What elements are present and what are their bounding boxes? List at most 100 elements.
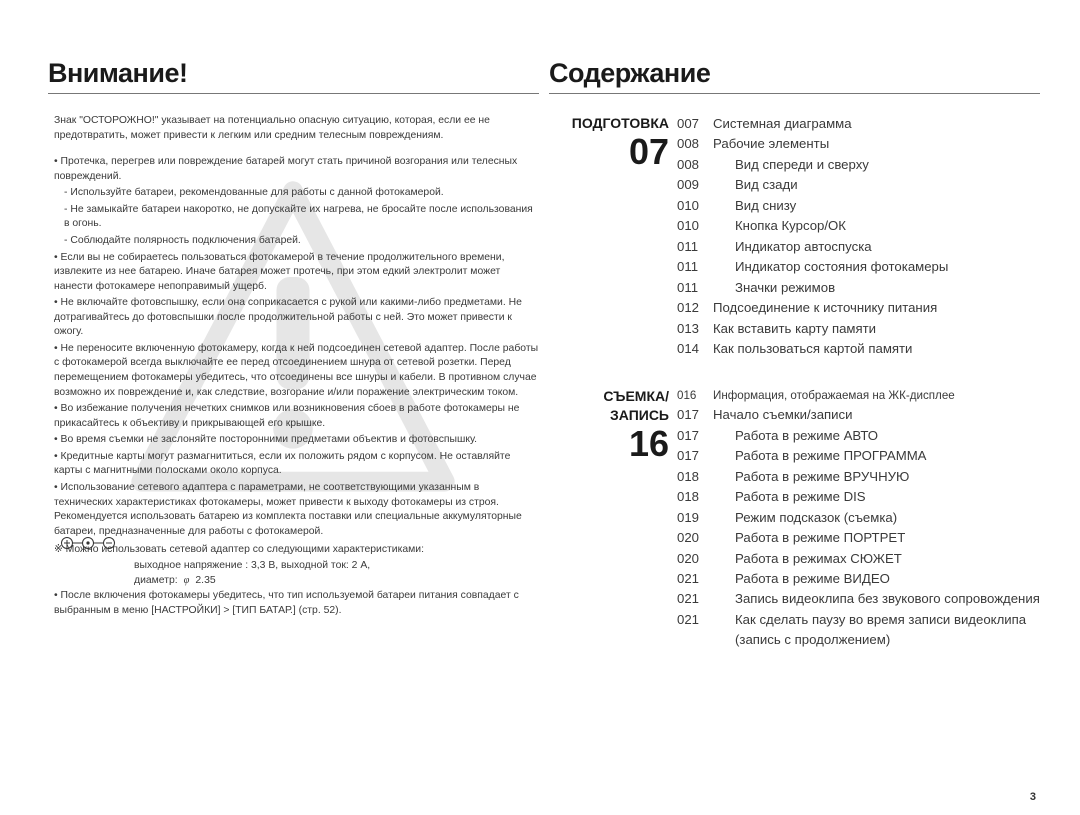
bullet-item: • Использование сетевого адаптера с пара… [54, 481, 539, 539]
spec-diameter-label: диаметр: [134, 573, 178, 589]
toc-page: 010 [677, 196, 713, 216]
toc-section-2: СЪЕМКА/ ЗАПИСЬ 16 016Информация, отображ… [549, 387, 1040, 650]
toc-text: Как вставить карту памяти [713, 319, 1040, 339]
toc-page: 017 [677, 426, 713, 446]
toc-page: 009 [677, 175, 713, 195]
toc-section-title: ПОДГОТОВКА [549, 114, 669, 132]
toc-text: Индикатор автоспуска [713, 237, 1040, 257]
bullet-item: • Не переносите включенную фотокамеру, к… [54, 342, 539, 400]
toc-row: 014Как пользоваться картой памяти [677, 339, 1040, 359]
toc-text: Работа в режиме ВРУЧНУЮ [713, 467, 1040, 487]
toc-row: 017Начало съемки/записи [677, 405, 1040, 425]
left-column: Внимание! Знак "ОСТОРОЖНО!" указывает на… [48, 58, 539, 679]
toc-text: Работа в режимах СЮЖЕТ [713, 549, 1040, 569]
toc-row: 017Работа в режиме ПРОГРАММА [677, 446, 1040, 466]
toc-text: Вид снизу [713, 196, 1040, 216]
toc-section-label: СЪЕМКА/ ЗАПИСЬ 16 [549, 387, 677, 650]
note-text: ※ Можно использовать сетевой адаптер со … [54, 543, 539, 558]
toc-page: 018 [677, 467, 713, 487]
toc-text: Вид сзади [713, 175, 1040, 195]
right-column: Содержание ПОДГОТОВКА 07 007Системная ди… [549, 58, 1040, 679]
toc-page: 007 [677, 114, 713, 134]
toc-page: 014 [677, 339, 713, 359]
bullet-item: • Протечка, перегрев или повреждение бат… [54, 155, 539, 184]
toc-row: 018Работа в режиме ВРУЧНУЮ [677, 467, 1040, 487]
toc-section-1: ПОДГОТОВКА 07 007Системная диаграмма008Р… [549, 114, 1040, 359]
bullet-sub: - Не замыкайте батареи накоротко, не доп… [54, 203, 539, 232]
bullet-item: • Не включайте фотовспышку, если она соп… [54, 296, 539, 340]
toc-page: 017 [677, 405, 713, 425]
intro-text: Знак "ОСТОРОЖНО!" указывает на потенциал… [48, 114, 539, 143]
toc-row: 021Как сделать паузу во время записи вид… [677, 610, 1040, 651]
toc-row: 013Как вставить карту памяти [677, 319, 1040, 339]
toc-row: 008Рабочие элементы [677, 134, 1040, 154]
toc-section-label: ПОДГОТОВКА 07 [549, 114, 677, 359]
toc-section-title: СЪЕМКА/ [549, 387, 669, 405]
toc-page: 021 [677, 569, 713, 589]
toc-items: 007Системная диаграмма008Рабочие элемент… [677, 114, 1040, 359]
toc-row: 009Вид сзади [677, 175, 1040, 195]
toc-row: 011Индикатор автоспуска [677, 237, 1040, 257]
toc-text: Информация, отображаемая на ЖК-дисплее [713, 387, 1040, 405]
toc-items: 016Информация, отображаемая на ЖК-диспле… [677, 387, 1040, 650]
bullet-item: • Во избежание получения нечетких снимко… [54, 402, 539, 431]
bullet-item: • Во время съемки не заслоняйте посторон… [54, 433, 539, 448]
toc-page: 017 [677, 446, 713, 466]
toc-text: Работа в режиме АВТО [713, 426, 1040, 446]
toc-section-number: 16 [549, 426, 669, 462]
toc-text: Кнопка Курсор/ОК [713, 216, 1040, 236]
toc-page: 013 [677, 319, 713, 339]
toc-text: Как сделать паузу во время записи видеок… [713, 610, 1040, 651]
bullet-item: • Кредитные карты могут размагнититься, … [54, 450, 539, 479]
toc-page: 011 [677, 237, 713, 257]
toc-text: Начало съемки/записи [713, 405, 1040, 425]
toc-row: 007Системная диаграмма [677, 114, 1040, 134]
toc-page: 021 [677, 610, 713, 651]
toc-row: 018Работа в режиме DIS [677, 487, 1040, 507]
toc-page: 019 [677, 508, 713, 528]
toc-row: 012Подсоединение к источнику питания [677, 298, 1040, 318]
toc-page: 021 [677, 589, 713, 609]
heading-right: Содержание [549, 58, 1040, 94]
toc-text: Значки режимов [713, 278, 1040, 298]
toc-text: Запись видеоклипа без звукового сопровож… [713, 589, 1040, 609]
toc-row: 021Работа в режиме ВИДЕО [677, 569, 1040, 589]
power-polarity-icon [60, 536, 116, 550]
toc-row: 017Работа в режиме АВТО [677, 426, 1040, 446]
toc-page: 020 [677, 528, 713, 548]
toc-page: 010 [677, 216, 713, 236]
toc-text: Как пользоваться картой памяти [713, 339, 1040, 359]
toc-page: 011 [677, 278, 713, 298]
toc-row: 020Работа в режиме ПОРТРЕТ [677, 528, 1040, 548]
toc-row: 016Информация, отображаемая на ЖК-диспле… [677, 387, 1040, 405]
phi-icon: φ [184, 573, 190, 589]
toc-row: 010Кнопка Курсор/ОК [677, 216, 1040, 236]
toc-section-number: 07 [549, 134, 669, 170]
toc-text: Вид спереди и сверху [713, 155, 1040, 175]
bullet-item: • Если вы не собираетесь пользоваться фо… [54, 251, 539, 295]
toc-section-title: ЗАПИСЬ [549, 406, 669, 424]
spec-voltage: выходное напряжение : 3,3 В, выходной то… [54, 558, 539, 574]
toc-text: Рабочие элементы [713, 134, 1040, 154]
toc-row: 019Режим подсказок (съемка) [677, 508, 1040, 528]
heading-left: Внимание! [48, 58, 539, 94]
toc-row: 021Запись видеоклипа без звукового сопро… [677, 589, 1040, 609]
toc-text: Режим подсказок (съемка) [713, 508, 1040, 528]
page-number: 3 [1030, 791, 1036, 803]
toc-text: Работа в режиме DIS [713, 487, 1040, 507]
toc-text: Работа в режиме ПРОГРАММА [713, 446, 1040, 466]
toc-text: Подсоединение к источнику питания [713, 298, 1040, 318]
bullet-sub: - Используйте батареи, рекомендованные д… [54, 186, 539, 201]
toc-text: Работа в режиме ВИДЕО [713, 569, 1040, 589]
toc-row: 011Значки режимов [677, 278, 1040, 298]
toc-page: 011 [677, 257, 713, 277]
toc-row: 011Индикатор состояния фотокамеры [677, 257, 1040, 277]
bullet-list: • Протечка, перегрев или повреждение бат… [48, 155, 539, 618]
toc-page: 008 [677, 134, 713, 154]
toc-row: 020Работа в режимах СЮЖЕТ [677, 549, 1040, 569]
toc-text: Системная диаграмма [713, 114, 1040, 134]
spec-diameter-value: 2.35 [195, 573, 215, 589]
toc-page: 018 [677, 487, 713, 507]
toc-text: Работа в режиме ПОРТРЕТ [713, 528, 1040, 548]
bullet-item: • После включения фотокамеры убедитесь, … [54, 589, 539, 618]
